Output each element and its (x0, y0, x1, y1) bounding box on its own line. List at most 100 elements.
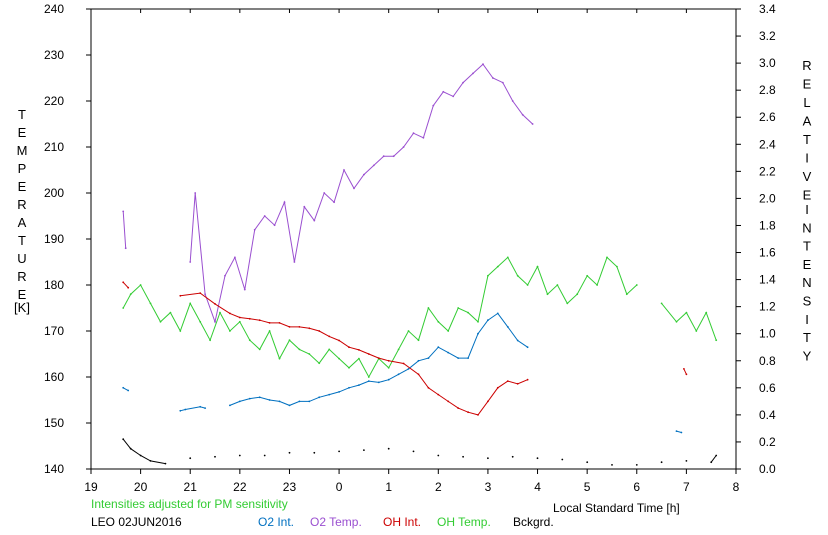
x-tick-label: 7 (683, 480, 690, 494)
legend-item: O2 Int. (258, 515, 294, 529)
data-point (338, 339, 340, 342)
data-point (437, 454, 440, 457)
data-point (462, 455, 464, 458)
y-right-axis-label-letter: N (802, 275, 811, 290)
data-point (596, 284, 598, 286)
data-point (611, 464, 613, 466)
data-point (189, 457, 192, 460)
series-layer (122, 63, 718, 466)
data-point (457, 307, 460, 309)
data-point (511, 455, 514, 458)
data-point (199, 320, 202, 323)
y-right-tick-label: 3.2 (759, 29, 776, 43)
x-axis-ticks: 19 20 21 22 23 0 1 2 3 4 5 6 7 8 (84, 9, 740, 494)
data-point (303, 205, 306, 208)
series-oh-temp (122, 256, 718, 379)
data-point (348, 386, 350, 389)
data-point (482, 63, 484, 66)
data-point (586, 274, 589, 277)
y-left-axis-label-letter: R (17, 269, 26, 284)
data-point (685, 311, 688, 314)
data-point (417, 373, 420, 376)
data-point (576, 293, 579, 296)
data-point (214, 455, 216, 458)
data-point (164, 462, 167, 465)
data-point (427, 386, 430, 389)
data-point (328, 348, 331, 351)
y-left-axis-label-letter: E (18, 179, 27, 194)
data-point (477, 332, 479, 335)
y-right-tick-label: 0.2 (759, 435, 776, 449)
data-point (715, 454, 718, 457)
y-right-axis-label-letter: Y (803, 348, 812, 363)
data-point (313, 451, 316, 454)
x-axis-label: Local Standard Time [h] (553, 501, 680, 515)
data-point (238, 454, 241, 457)
series-line (122, 63, 533, 324)
data-point (635, 464, 638, 466)
data-point (382, 155, 385, 158)
data-point (293, 261, 296, 263)
y-left-tick-label: 160 (44, 370, 64, 384)
data-point (194, 192, 197, 194)
data-point (506, 256, 509, 259)
data-point (377, 357, 380, 359)
data-point (675, 320, 678, 323)
y-right-tick-label: 0.4 (759, 408, 776, 422)
data-point (204, 293, 207, 296)
y-right-tick-label: 2.8 (759, 83, 776, 97)
footer-station-date: LEO 02JUN2016 (91, 515, 182, 529)
footer-note: Intensities adjusted for PM sensitivity (91, 497, 288, 511)
data-point (268, 330, 271, 332)
data-point (308, 327, 311, 330)
data-point (308, 400, 311, 403)
data-point (387, 378, 390, 381)
data-point (122, 438, 125, 441)
x-tick-label: 4 (534, 480, 541, 494)
data-point (199, 292, 202, 294)
series-o2-int (122, 312, 683, 434)
series-line (122, 256, 717, 379)
series-oh-int (122, 281, 688, 416)
x-tick-label: 5 (584, 480, 591, 494)
y-right-tick-label: 0.8 (759, 354, 776, 368)
data-point (283, 201, 286, 204)
y-right-tick-label: 1.4 (759, 273, 776, 287)
data-point (288, 404, 291, 407)
data-point (660, 461, 663, 464)
data-point (685, 460, 688, 462)
data-point (437, 346, 440, 349)
data-point (273, 224, 276, 227)
data-point (422, 136, 425, 139)
data-point (122, 307, 125, 309)
data-point (586, 461, 589, 464)
data-point (258, 319, 261, 322)
y-right-axis-label-letter: A (803, 114, 812, 129)
y-left-tick-label: 180 (44, 278, 64, 292)
data-point (432, 104, 435, 107)
data-point (367, 376, 370, 378)
data-point (447, 400, 450, 403)
data-point (506, 380, 509, 382)
data-point (511, 100, 514, 102)
data-point (531, 123, 534, 125)
y-left-axis-label-letter: M (17, 143, 28, 158)
data-point (122, 210, 125, 213)
y-right-tick-label: 3.0 (759, 56, 776, 70)
data-point (363, 173, 365, 176)
y-right-axis-label-letter: L (803, 95, 810, 110)
data-point (635, 284, 638, 286)
data-point (248, 397, 251, 400)
y-left-tick-label: 230 (44, 48, 64, 62)
y-left-axis-label-letter: E (18, 125, 27, 140)
data-point (358, 384, 360, 386)
data-point (278, 357, 281, 360)
data-point (387, 359, 390, 362)
y-right-axis-label-letter: S (803, 294, 812, 309)
y-left-tick-label: 240 (44, 2, 64, 16)
y-left-tick-label: 200 (44, 186, 64, 200)
data-point (127, 286, 130, 289)
y-left-axis-label-letter: R (17, 197, 26, 212)
